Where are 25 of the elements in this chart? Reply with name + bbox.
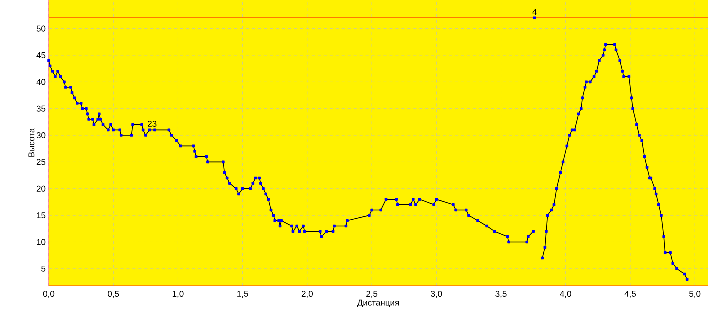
x-tick-label: 1,0: [172, 291, 184, 298]
y-tick-label: 40: [36, 79, 46, 86]
x-tick-label: 3,0: [431, 291, 442, 298]
x-tick-label: 4,0: [560, 291, 572, 298]
x-tick-label: 2,5: [366, 291, 378, 298]
y-tick-label: 10: [37, 239, 46, 246]
y-tick-label: 50: [36, 26, 46, 32]
y-axis-title: Высота: [28, 128, 35, 157]
x-tick-label: 4,5: [624, 291, 636, 298]
x-tick-label: 3,5: [496, 291, 507, 298]
annotation: 4: [532, 9, 537, 15]
x-tick-label: 5,0: [690, 291, 701, 298]
x-tick-label: 0,5: [108, 291, 120, 298]
x-tick-label: 2,0: [302, 291, 314, 298]
x-tick-label: 1,5: [238, 291, 248, 298]
y-tick-label: 45: [36, 52, 46, 58]
y-tick-label: 35: [36, 106, 46, 112]
y-tick-label: 30: [36, 132, 46, 139]
annotation: 23: [148, 120, 157, 127]
y-tick-label: 25: [36, 159, 46, 166]
y-tick-label: 5: [42, 266, 46, 272]
x-tick-label: 0,0: [43, 291, 55, 298]
x-axis-title: Дистанция: [357, 300, 400, 308]
y-tick-label: 20: [36, 186, 46, 192]
y-tick-label: 15: [37, 212, 46, 219]
